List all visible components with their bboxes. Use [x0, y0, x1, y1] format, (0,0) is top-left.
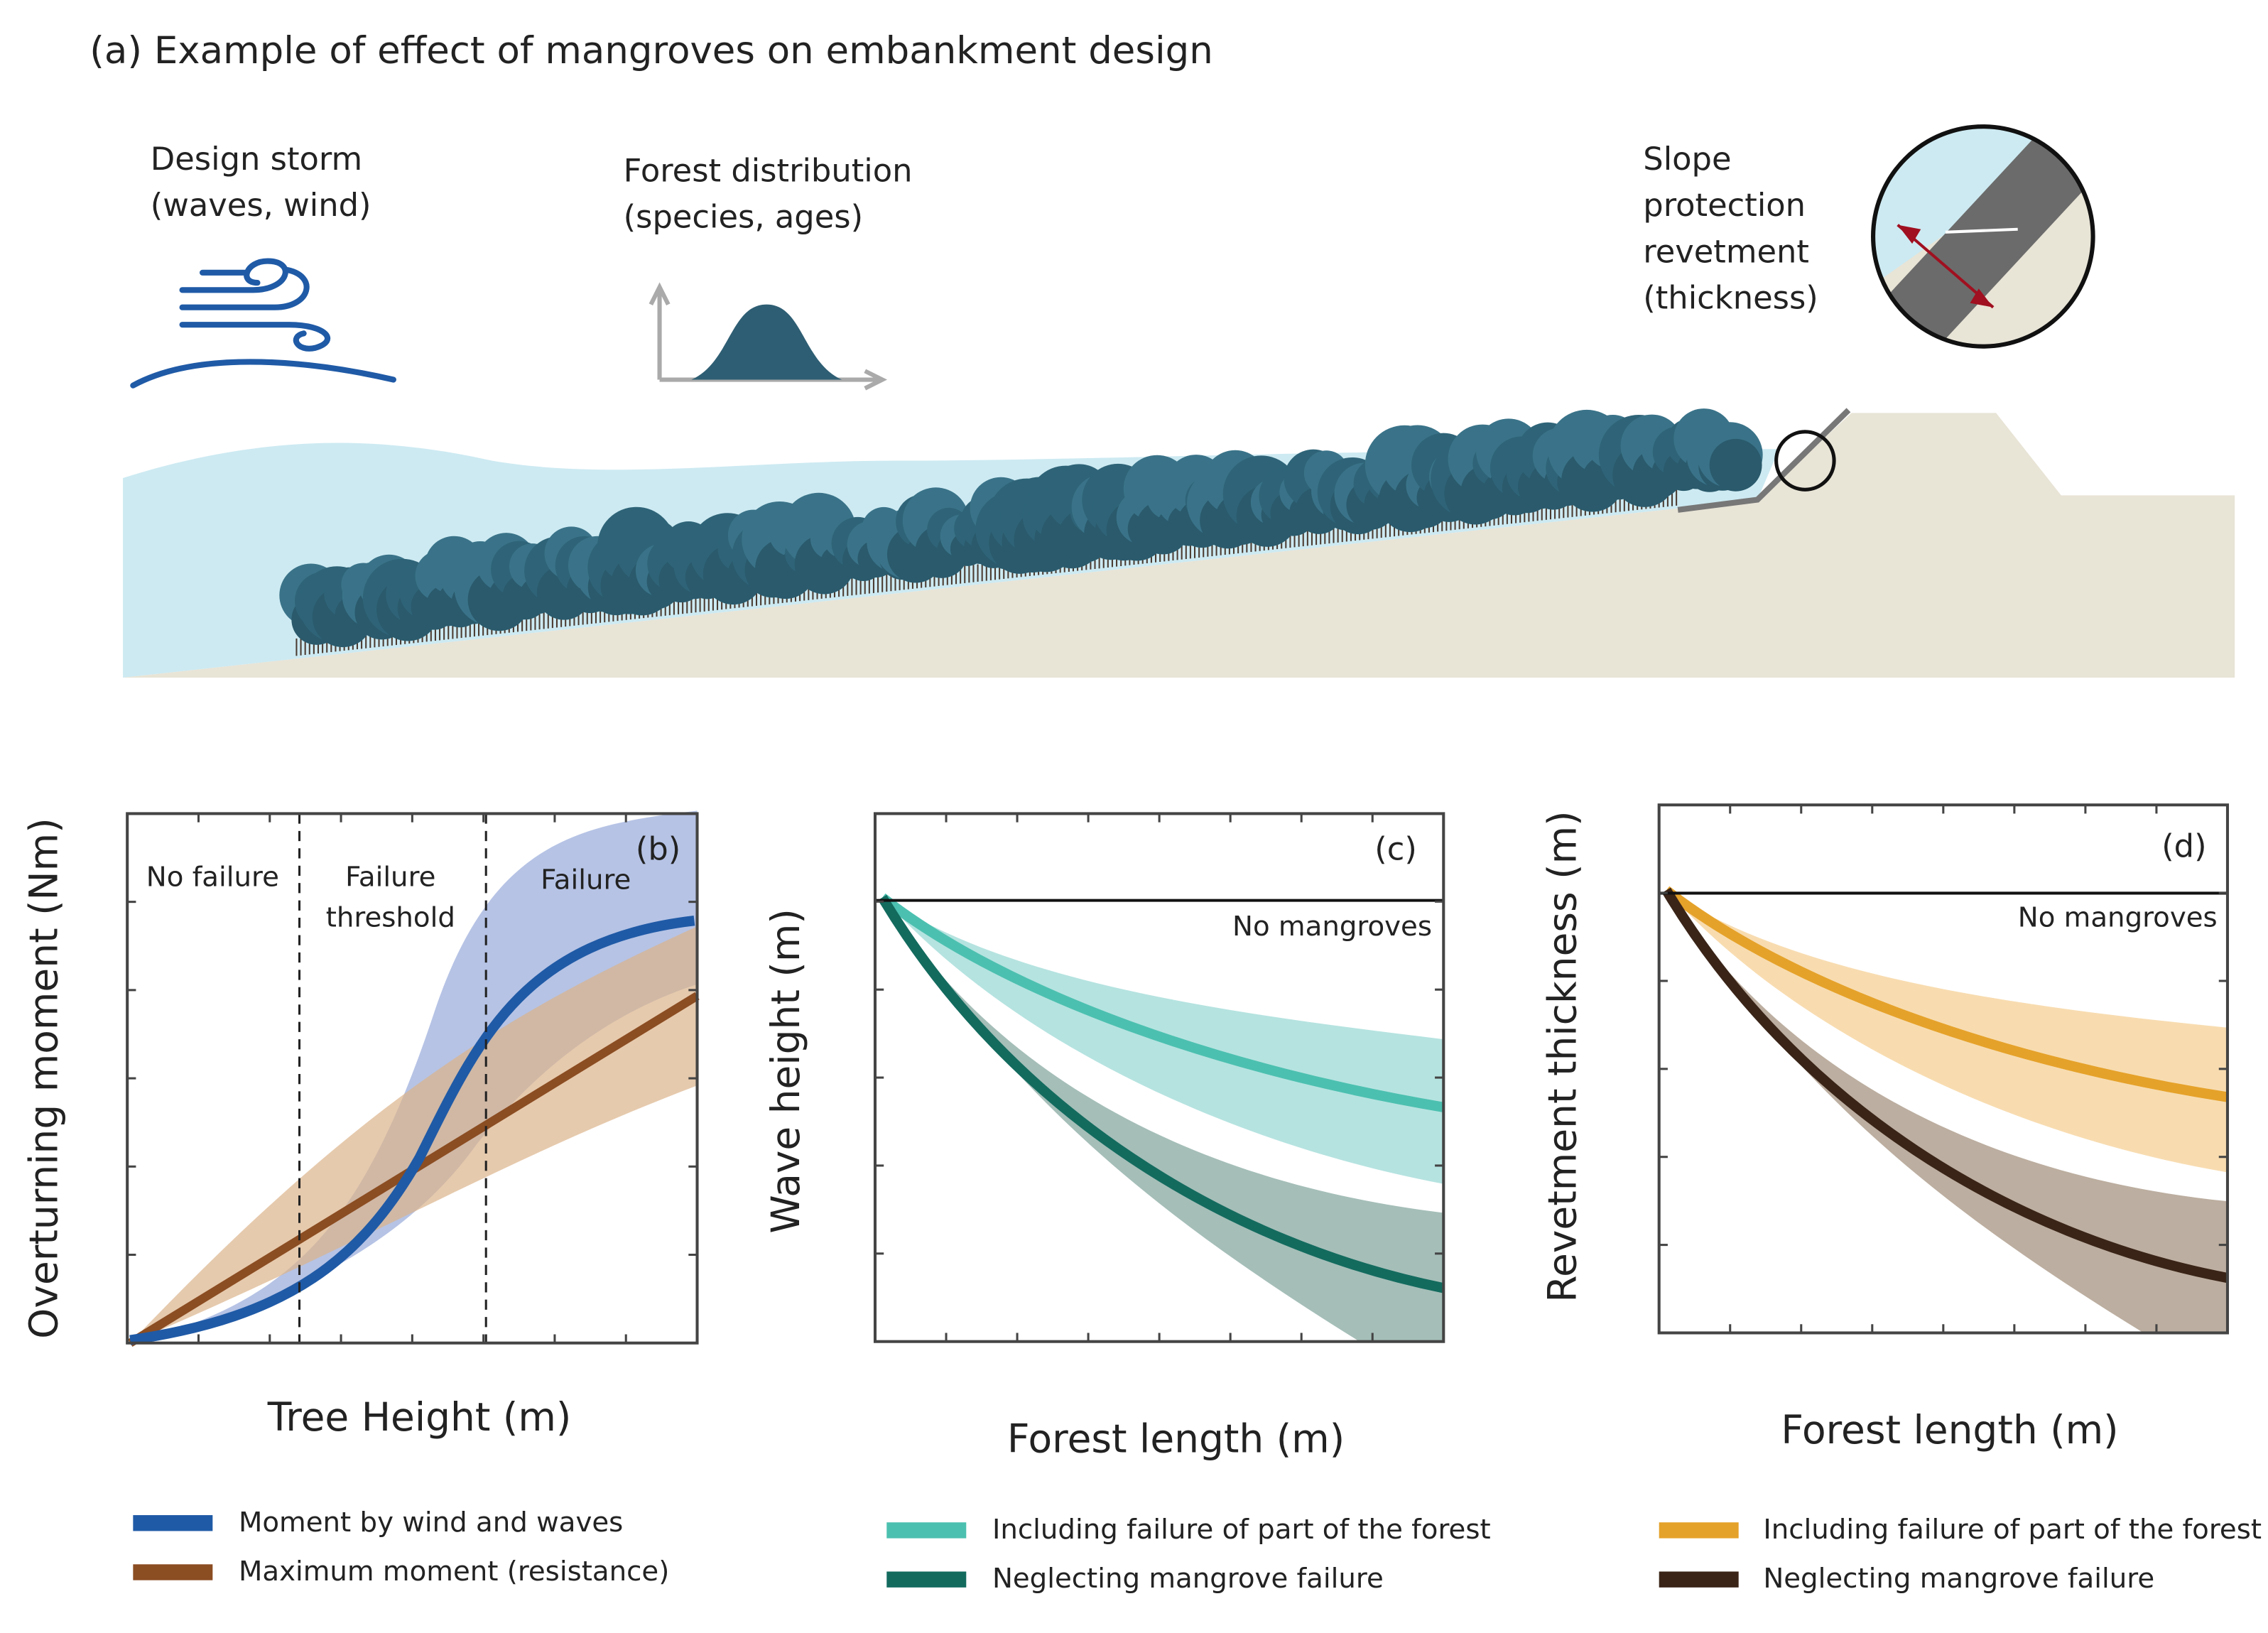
x-axis-label: Forest length (m) — [1781, 1407, 2118, 1453]
panel-label: (b) — [636, 830, 680, 867]
curve — [878, 894, 1445, 1293]
distribution-icon — [649, 282, 888, 391]
legend-label: Including failure of part of the forest — [992, 1514, 1491, 1546]
label: (thickness) — [1643, 279, 1818, 317]
title: (a) Example of effect of mangroves on em… — [89, 29, 1213, 72]
label: Slope — [1643, 140, 1731, 178]
legend: Moment by wind and waves Maximum moment … — [133, 1507, 2262, 1595]
canopy — [1709, 438, 1762, 492]
zoom-marker — [1774, 430, 1836, 492]
region-label: threshold — [326, 902, 455, 934]
region-label: No failure — [146, 862, 279, 894]
curve — [1661, 887, 2229, 1284]
band — [1666, 890, 2228, 1333]
legend-swatch — [886, 1522, 967, 1539]
label: Forest distribution — [624, 151, 913, 189]
panel-label: (d) — [2161, 827, 2206, 864]
legend-swatch — [133, 1515, 213, 1531]
wind-icon — [130, 258, 396, 389]
panel-b: (b) No failure Failure threshold Failure… — [21, 810, 700, 1440]
region-label: Failure — [541, 864, 631, 896]
reference-label: No mangroves — [1232, 911, 1432, 943]
curve — [129, 916, 695, 1345]
legend-label: Neglecting mangrove failure — [992, 1563, 1384, 1595]
label: Design storm — [151, 140, 362, 178]
x-axis-label: Forest length (m) — [1007, 1416, 1345, 1461]
panel-c: (c) No mangroves Wave height (m) Forest … — [763, 812, 1445, 1461]
legend-swatch — [886, 1571, 967, 1588]
axis-ticks — [874, 813, 1444, 1342]
revetment — [1677, 408, 1851, 513]
legend-swatch — [133, 1564, 213, 1580]
label: (species, ages) — [624, 197, 863, 235]
axis-ticks — [127, 813, 698, 1343]
reference-label: No mangroves — [2018, 902, 2218, 934]
axis-ticks — [1659, 805, 2228, 1333]
curve — [879, 893, 1445, 1112]
curve — [1663, 886, 2229, 1102]
legend-label: Neglecting mangrove failure — [1763, 1563, 2154, 1595]
band — [130, 926, 698, 1343]
legend-label: Moment by wind and waves — [239, 1507, 623, 1539]
y-axis-label: Revetment thickness (m) — [1539, 810, 1585, 1302]
legend-label: Including failure of part of the forest — [1763, 1514, 2262, 1546]
zoom-detail — [1873, 126, 2093, 347]
threshold-lines — [298, 812, 487, 1345]
y-axis-label: Overturning moment (Nm) — [21, 818, 66, 1339]
label: (waves, wind) — [151, 186, 371, 224]
x-axis-label: Tree Height (m) — [267, 1394, 572, 1440]
band — [130, 810, 698, 1343]
band — [882, 897, 1444, 1342]
zoom-circle — [1871, 124, 2095, 349]
panel-label: (c) — [1374, 830, 1417, 867]
embankment — [123, 413, 2235, 678]
panel-d: (d) No mangroves Revetment thickness (m)… — [1539, 803, 2230, 1453]
legend-label: Maximum moment (resistance) — [239, 1556, 669, 1588]
label: revetment — [1643, 232, 1809, 270]
mangrove-forest — [279, 408, 1763, 656]
region-label: Failure — [345, 862, 435, 894]
legend-swatch — [1659, 1571, 1739, 1588]
label: protection — [1643, 186, 1806, 224]
y-axis-label: Wave height (m) — [763, 908, 808, 1233]
legend-swatch — [1659, 1522, 1739, 1539]
